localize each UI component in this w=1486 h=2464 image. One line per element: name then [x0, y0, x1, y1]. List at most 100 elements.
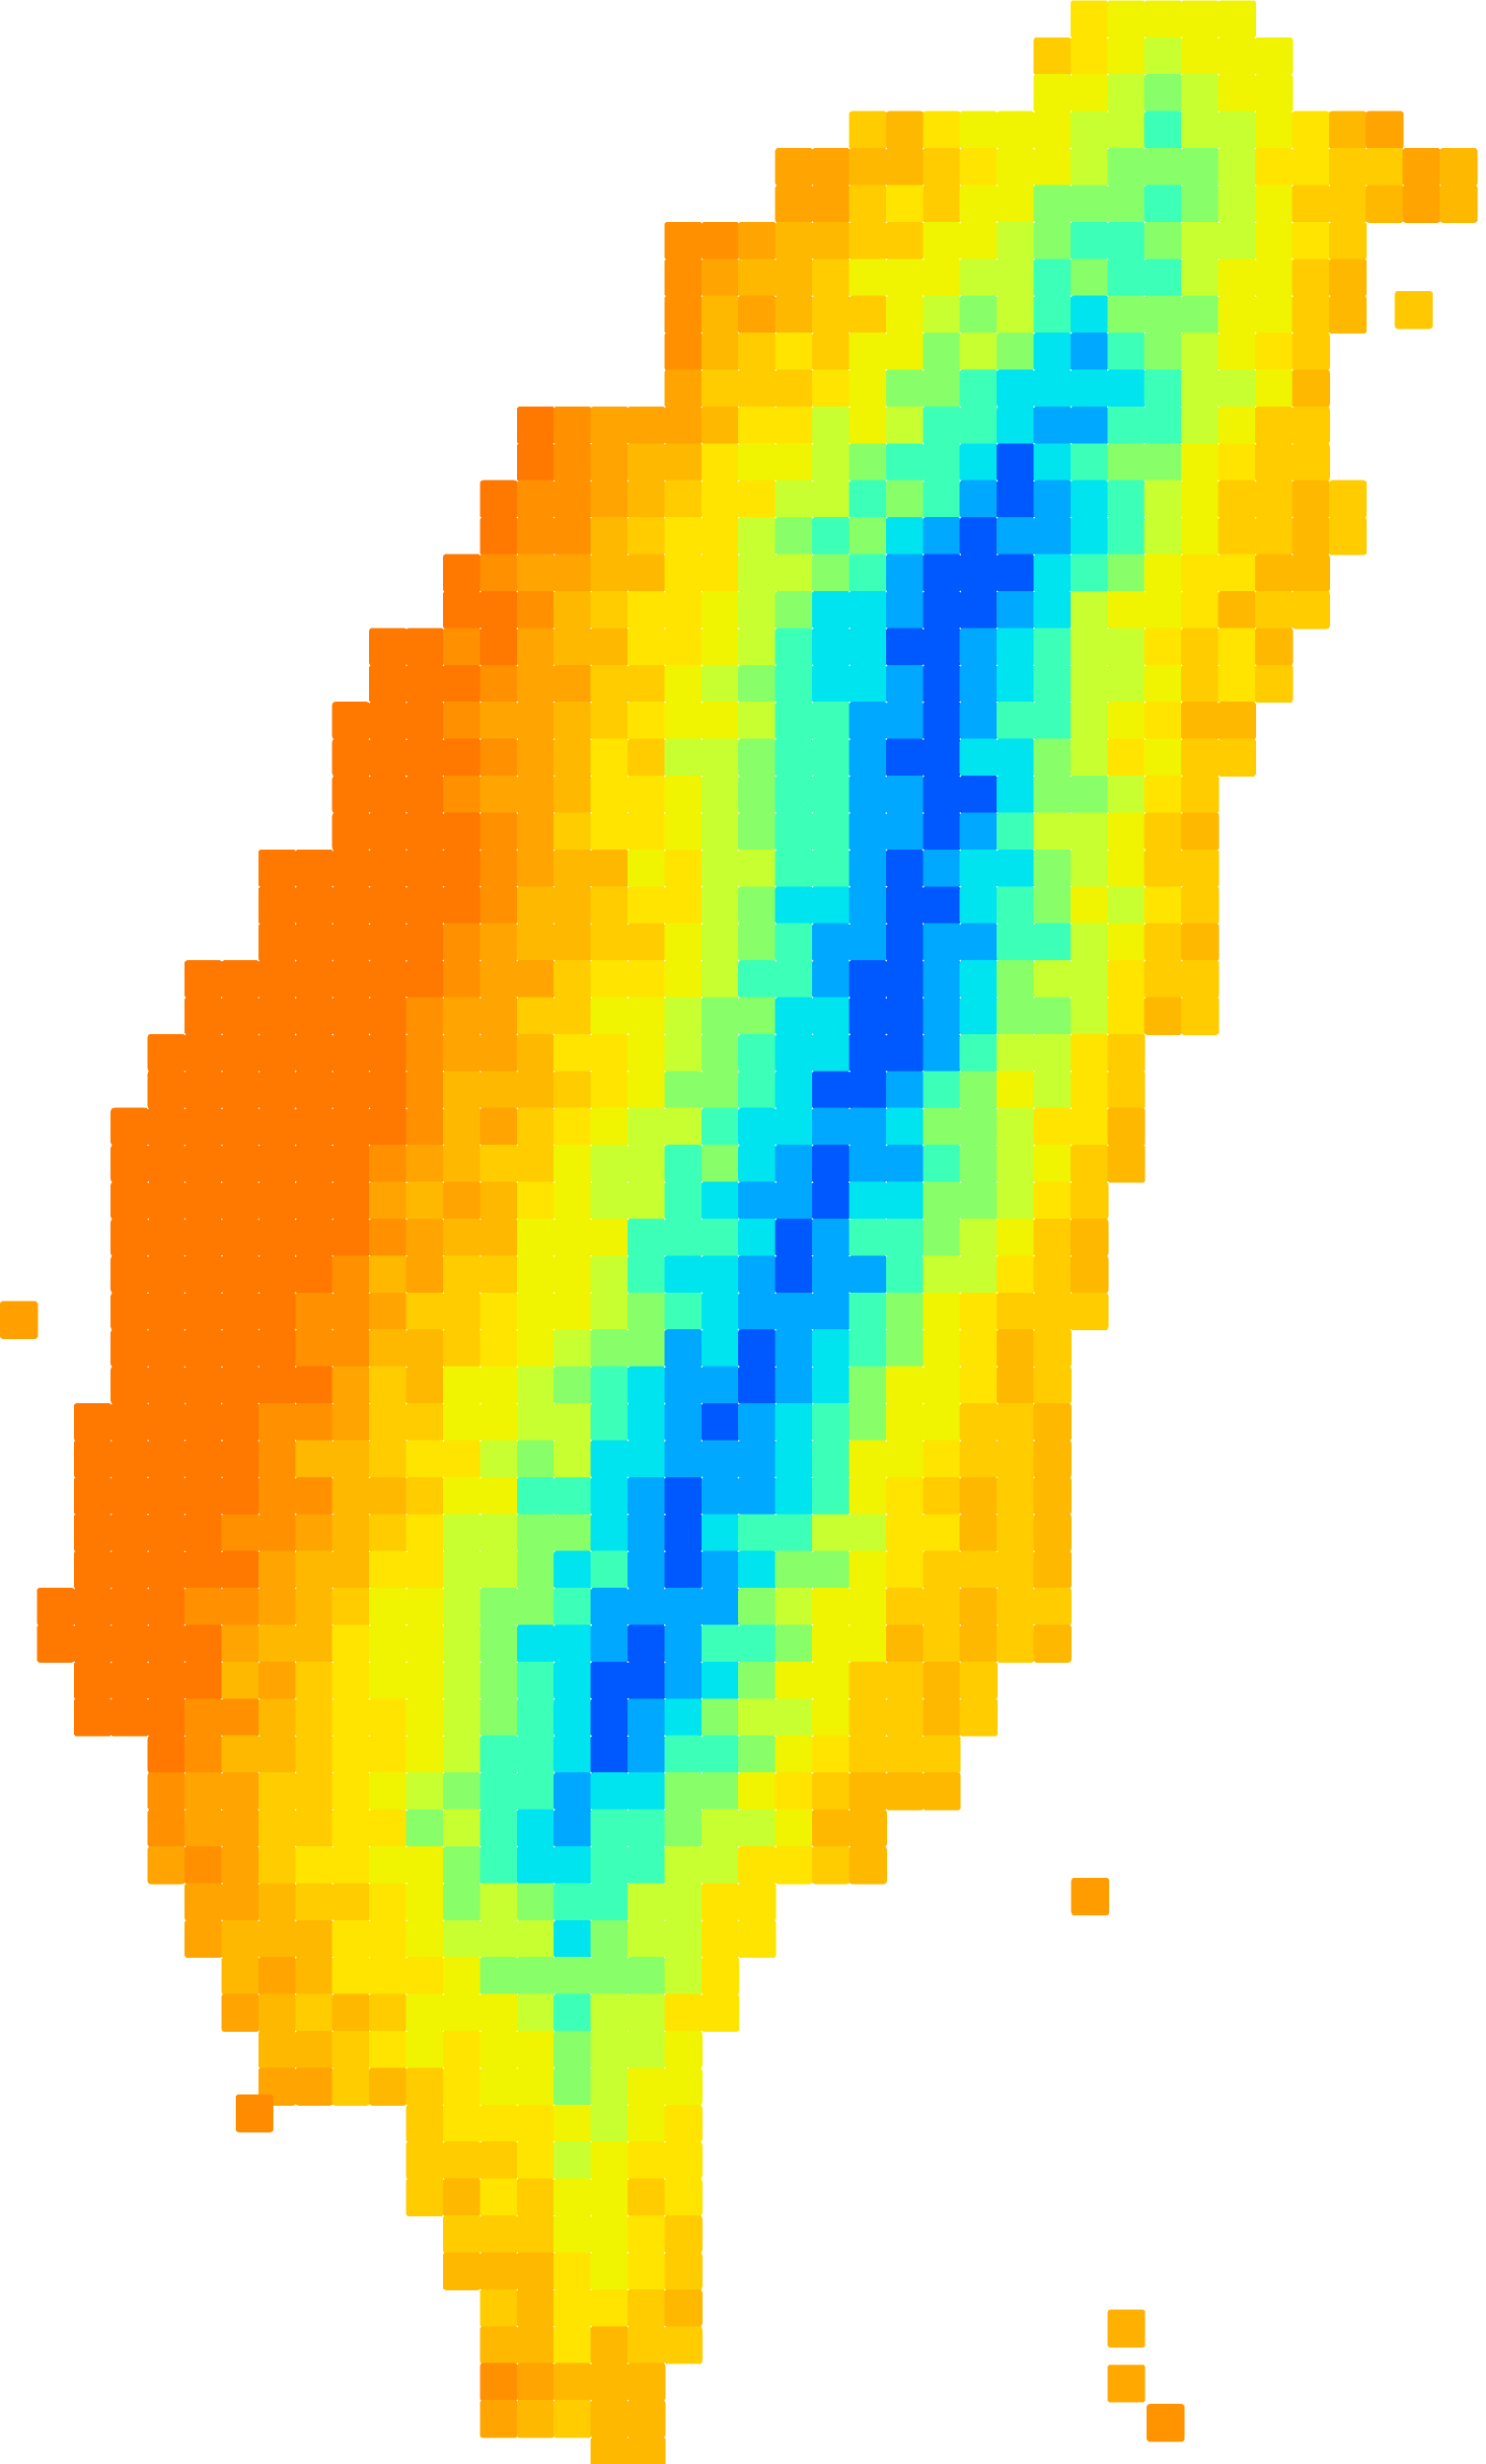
grid-cell [1070, 1071, 1109, 1109]
grid-cell [111, 1698, 149, 1737]
grid-cell [1254, 554, 1294, 592]
grid-cell [369, 1993, 408, 2032]
grid-cell [1254, 148, 1294, 187]
grid-cell [554, 1145, 592, 1183]
grid-cell [1181, 185, 1220, 223]
grid-cell [1144, 0, 1183, 38]
grid-cell [332, 886, 371, 925]
grid-cell [369, 1181, 408, 1220]
grid-cell [221, 1181, 260, 1220]
grid-cell [37, 1588, 75, 1626]
grid-cell [738, 886, 777, 925]
grid-cell [258, 1107, 297, 1147]
grid-cell [775, 369, 814, 408]
grid-cell [1144, 812, 1183, 851]
grid-cell [480, 2067, 518, 2106]
grid-cell [959, 480, 999, 519]
grid-cell [959, 960, 999, 999]
grid-cell [997, 443, 1035, 482]
grid-cell [406, 2067, 444, 2106]
grid-cell [959, 590, 999, 630]
grid-cell [258, 1476, 297, 1516]
grid-cell [1033, 849, 1072, 888]
grid-cell [664, 1772, 703, 1811]
grid-cell [1181, 37, 1220, 76]
grid-cell [147, 1366, 186, 1404]
grid-cell [1107, 259, 1146, 297]
grid-cell [554, 1772, 592, 1811]
grid-cell [959, 1476, 999, 1516]
grid-cell [627, 443, 666, 482]
grid-cell [73, 1440, 112, 1478]
grid-cell [111, 1218, 149, 1257]
grid-cell [37, 1624, 75, 1663]
grid-cell [997, 849, 1035, 888]
grid-cell [959, 1661, 999, 1700]
grid-cell [923, 1366, 961, 1404]
grid-cell [516, 1181, 556, 1220]
grid-cell [775, 443, 814, 482]
grid-cell [590, 923, 629, 962]
grid-cell [812, 997, 851, 1035]
grid-cell [812, 590, 851, 630]
grid-cell [516, 1550, 556, 1590]
grid-cell [516, 517, 556, 556]
grid-cell [1440, 148, 1478, 187]
grid-cell [849, 886, 887, 925]
grid-cell [812, 776, 851, 814]
grid-cell [554, 517, 592, 556]
grid-cell [701, 333, 740, 371]
grid-cell [147, 1476, 186, 1516]
grid-cell [997, 1550, 1035, 1590]
grid-cell [221, 1440, 260, 1478]
grid-cell [1033, 923, 1072, 962]
grid-cell [480, 1919, 518, 1959]
grid-cell [775, 776, 814, 814]
grid-cell [701, 554, 740, 592]
grid-cell [147, 1181, 186, 1220]
grid-cell [1366, 148, 1404, 187]
grid-cell [1107, 443, 1146, 482]
grid-cell [1033, 1476, 1072, 1516]
grid-cell [664, 2104, 703, 2143]
grid-cell [369, 1218, 408, 1257]
grid-cell [221, 1107, 260, 1147]
grid-cell [221, 1883, 260, 1921]
grid-cell [406, 2178, 444, 2217]
grid-cell [959, 148, 999, 187]
grid-cell [1181, 886, 1220, 925]
grid-cell [849, 295, 887, 335]
grid-cell [885, 1514, 925, 1552]
grid-cell [516, 2141, 556, 2180]
grid-cell [221, 1993, 260, 2032]
grid-cell [923, 886, 961, 925]
grid-cell [111, 1514, 149, 1552]
grid-cell [332, 1735, 371, 1774]
grid-cell [849, 185, 887, 223]
grid-cell [406, 1993, 444, 2032]
grid-cell [885, 333, 925, 371]
grid-cell [923, 1255, 961, 1294]
grid-cell [221, 1329, 260, 1368]
grid-cell [775, 1218, 814, 1257]
grid-cell [442, 1218, 482, 1257]
grid-cell [258, 1292, 297, 1331]
grid-cell [369, 1329, 408, 1368]
grid-cell [258, 1735, 297, 1774]
grid-cell [1033, 1440, 1072, 1478]
grid-cell [332, 1366, 371, 1404]
grid-cell [480, 1145, 518, 1183]
grid-cell [369, 1255, 408, 1294]
grid-cell [185, 997, 223, 1035]
grid-cell [738, 960, 777, 999]
grid-cell [295, 1145, 334, 1183]
grid-cell [1107, 333, 1146, 371]
grid-cell [442, 849, 482, 888]
grid-cell [775, 1514, 814, 1552]
grid-cell [701, 1145, 740, 1183]
grid-cell [554, 1993, 592, 2032]
grid-cell [849, 1588, 887, 1626]
grid-cell [627, 1440, 666, 1478]
grid-cell [480, 960, 518, 999]
grid-cell [738, 1071, 777, 1109]
